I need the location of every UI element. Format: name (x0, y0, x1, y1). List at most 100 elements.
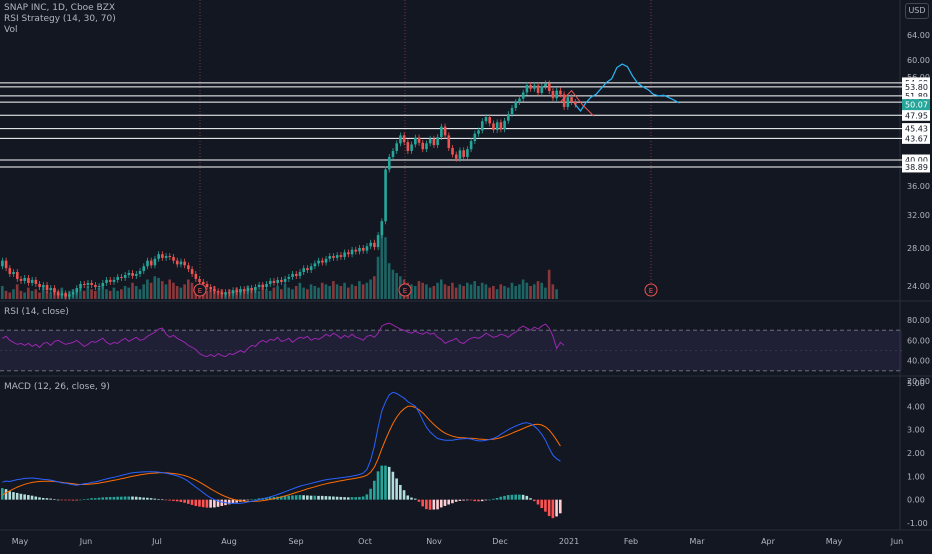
candle-body (123, 274, 127, 278)
volume-bar (529, 286, 532, 299)
macd-histogram-bar (201, 499, 205, 508)
candle-body (135, 273, 138, 276)
candle-body (335, 255, 339, 258)
macd-histogram-bar (120, 496, 123, 500)
candle-body (387, 156, 391, 170)
volume-bar (521, 279, 525, 299)
macd-histogram-bar (380, 465, 384, 500)
macd-histogram-bar (90, 498, 93, 500)
macd-histogram-bar (328, 496, 331, 500)
macd-histogram-bar (391, 471, 395, 500)
candlesticks (1, 80, 577, 300)
candle-body (97, 286, 101, 288)
macd-histogram-bar (320, 495, 324, 500)
candle-body (298, 272, 302, 276)
candle-body (276, 279, 279, 283)
volume-bar (473, 281, 477, 299)
time-axis-label: Dec (492, 537, 507, 546)
candle-body (425, 143, 428, 150)
candle-body (94, 284, 97, 288)
level-tag-label: 43.67 (905, 134, 928, 143)
macd-histogram-bar (544, 499, 547, 512)
macd-histogram-bar (82, 499, 86, 500)
macd-histogram-bar (253, 499, 257, 500)
candle-body (488, 117, 492, 124)
legend-rsi[interactable]: RSI (14, close) (4, 307, 69, 317)
volume-bar (369, 279, 372, 299)
legend-main: SNAP INC, 1D, Cboe BZX RSI Strategy (14,… (4, 3, 116, 36)
macd-histogram-bar (12, 492, 15, 500)
candle-body (306, 268, 309, 271)
candle-body (187, 265, 190, 270)
macd-histogram-bar (67, 499, 71, 501)
volume-bar (309, 284, 313, 299)
candle-body (49, 288, 53, 291)
macd-histogram-bar (27, 495, 30, 500)
macd-histogram-bar (160, 499, 164, 501)
macd-histogram-bar (86, 498, 90, 500)
candle-body (480, 121, 484, 131)
macd-histogram-bar (458, 499, 462, 501)
candle-body (562, 94, 566, 107)
candle-body (105, 279, 108, 283)
legend-macd[interactable]: MACD (12, 26, close, 9) (4, 382, 110, 392)
volume-bar (183, 284, 186, 299)
candle-body (432, 138, 436, 146)
price-axis-label: 60.00 (907, 56, 930, 65)
macd-histogram-bar (559, 499, 562, 514)
volume-bar (484, 284, 488, 299)
volume-bar (436, 282, 439, 299)
candle-body (86, 282, 90, 285)
volume-bar (291, 289, 294, 299)
volume-bar (555, 289, 558, 299)
macd-axis-label: 4.00 (907, 402, 925, 411)
volume-bar (261, 284, 264, 299)
time-axis-label: 2021 (559, 537, 579, 546)
candle-body (71, 292, 75, 295)
current-price-tag (902, 99, 930, 111)
volume-bar (432, 286, 436, 299)
volume-bar (492, 286, 495, 299)
projection-path[interactable] (560, 63, 680, 117)
candle-body (242, 289, 246, 292)
volume-bar (108, 290, 112, 299)
volume-bar (413, 286, 417, 299)
volume-bar (358, 281, 361, 299)
volume-bar (142, 284, 145, 299)
macd-histogram-bar (551, 499, 555, 519)
candle-body (354, 249, 358, 252)
candle-body (280, 279, 283, 282)
volume-bar (101, 284, 105, 299)
volume-bar (313, 286, 317, 299)
macd-histogram-bar (466, 499, 469, 501)
candle-body (179, 261, 183, 265)
volume-bar (179, 287, 183, 299)
volume-bar (443, 284, 447, 299)
volume-bar (480, 282, 484, 299)
time-axis[interactable]: May Jun Jul Aug Sep Oct Nov Dec 2021 Feb Mar Apr May… (12, 537, 904, 546)
candle-body (510, 107, 514, 115)
volume-bar (4, 290, 8, 299)
candle-body (120, 276, 123, 278)
candle-body (350, 249, 354, 255)
legend-vol[interactable]: Vol (4, 25, 18, 35)
macd-histogram-bar (410, 497, 413, 500)
macd-histogram-bar (510, 494, 514, 500)
legend-symbol[interactable]: SNAP INC, 1D, Cboe BZX (4, 3, 116, 13)
volume-bar (15, 284, 19, 299)
volume-bar (447, 286, 450, 299)
price-axis[interactable]: 64.0060.0056.0036.0032.0028.0024.0054.68… (902, 31, 930, 291)
legend-strategy[interactable]: RSI Strategy (14, 30, 70) (4, 14, 116, 24)
candle-body (265, 283, 268, 288)
macd-histogram-bar (75, 499, 78, 501)
candle-body (302, 268, 306, 273)
candle-body (473, 133, 477, 142)
volume-bar (287, 287, 291, 299)
volume-bar (116, 290, 119, 299)
currency-button[interactable]: USD (905, 3, 929, 19)
horizontal-levels[interactable] (0, 82, 902, 168)
candle-body (321, 260, 324, 263)
